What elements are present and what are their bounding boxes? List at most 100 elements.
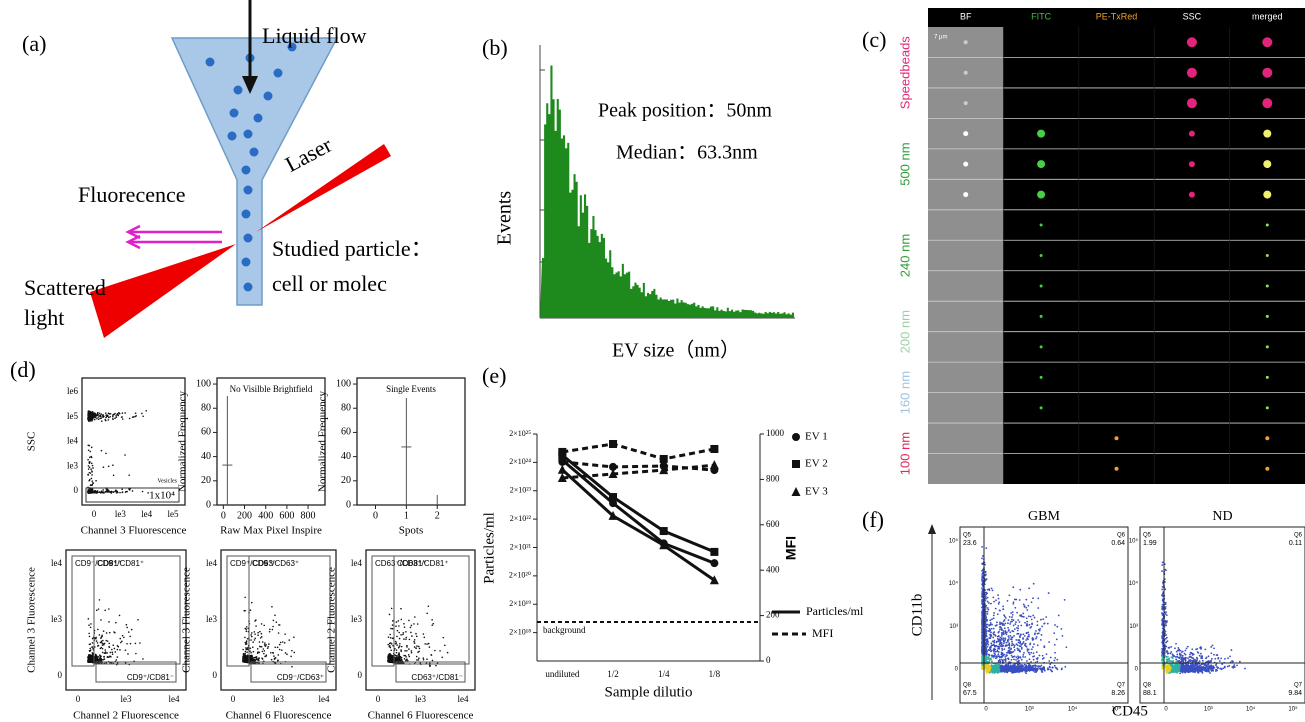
density-dot-shape <box>989 629 991 631</box>
density-dot-shape <box>1028 615 1030 617</box>
scatter-dot-shape <box>96 610 98 612</box>
density-dot-shape <box>1008 635 1010 637</box>
density-dot-shape <box>1065 646 1067 648</box>
density-dot-shape <box>990 650 992 652</box>
density-dot-shape <box>993 634 995 636</box>
density-dot-shape <box>1027 636 1029 638</box>
density-dot-shape <box>1012 586 1014 588</box>
scatter-dot-shape <box>265 655 267 657</box>
density-dot-shape <box>1036 636 1038 638</box>
scatter-dot-shape <box>390 649 392 651</box>
scatter-dot-shape <box>90 656 92 658</box>
y-tick-label: 100 <box>336 378 351 389</box>
particles-line <box>562 455 714 552</box>
y2-tick-label: 1000 <box>766 428 785 438</box>
scatter-dot-shape <box>135 653 137 655</box>
density-dot-shape <box>987 639 989 641</box>
density-dot-shape <box>1015 656 1017 658</box>
scatter-dot-shape <box>89 643 91 645</box>
axis-arrow <box>928 524 936 534</box>
scatter-dot-shape <box>250 609 252 611</box>
scatter-dot-shape <box>245 659 247 661</box>
scatter-dot-shape <box>101 641 103 643</box>
plot-frame <box>217 378 325 505</box>
density-dot-shape <box>987 646 989 648</box>
plot-frame <box>221 550 336 690</box>
y-tick-label: le3 <box>67 460 78 470</box>
scatter-dot-shape <box>403 655 405 657</box>
density-dot-shape <box>1031 601 1033 603</box>
y-tick-label: le3 <box>351 614 362 624</box>
density-dot-shape <box>982 621 984 623</box>
scatter-dot-shape <box>413 641 415 643</box>
scatter-dot-shape <box>414 642 416 644</box>
density-dot-shape <box>1017 619 1019 621</box>
scatter-dot-shape <box>281 649 283 651</box>
x-tick-label: le4 <box>141 509 152 519</box>
scatter-dot-shape <box>244 597 246 599</box>
scatter-dot-shape <box>91 471 93 473</box>
density-dot-shape <box>1013 658 1015 660</box>
scatter-dot-shape <box>395 641 397 643</box>
y-tick-label: 2×10¹⁸ <box>509 627 531 636</box>
density-dot-shape <box>986 624 988 626</box>
density-dot-shape <box>1004 622 1006 624</box>
scatter-dot-shape <box>244 610 246 612</box>
scatter-dot-shape <box>99 413 101 415</box>
density-dot-shape <box>1019 641 1021 643</box>
scatter-dot-shape <box>293 636 295 638</box>
density-dot-shape <box>998 598 1000 600</box>
density-dot-shape <box>999 609 1001 611</box>
scatter-dot-shape <box>115 489 117 491</box>
scatter-dot-shape <box>274 614 276 616</box>
density-dot-shape <box>987 611 989 613</box>
scatter-dot-shape <box>246 651 248 653</box>
scatter-dot-shape <box>91 457 93 459</box>
x-tick-label: 2 <box>435 510 440 521</box>
scatter-dot-shape <box>96 655 98 657</box>
scatter-dot-shape <box>100 656 102 658</box>
density-dot-shape <box>1050 657 1052 659</box>
density-dot-shape <box>993 601 995 603</box>
scatter-dot-shape <box>426 613 428 615</box>
scatter-dot-shape <box>90 417 92 419</box>
point <box>710 460 719 469</box>
scatter-dot-shape <box>109 413 111 415</box>
scatter-dot-shape <box>141 413 143 415</box>
density-dot-shape <box>984 575 986 577</box>
density-dot-shape <box>999 626 1001 628</box>
scatter-dot-shape <box>92 465 94 467</box>
density-dot-shape <box>1025 639 1027 641</box>
spot <box>1263 160 1271 168</box>
scatter-dot-shape <box>109 656 111 658</box>
density-dot-shape <box>1014 623 1016 625</box>
density-dot-shape <box>1024 664 1026 666</box>
scatter-dot-shape <box>244 653 246 655</box>
scatter-dot-shape <box>246 643 248 645</box>
density-dot-shape <box>1027 605 1029 607</box>
scatter-dot-shape <box>388 661 390 663</box>
density-dot-shape <box>1034 671 1036 673</box>
density-dot-shape <box>1020 634 1022 636</box>
scatter-dot-shape <box>424 643 426 645</box>
scatter-dot-shape <box>101 420 103 422</box>
density-dot-shape <box>1013 625 1015 627</box>
density-dot-shape <box>1024 669 1026 671</box>
row-label: 240 nm <box>897 234 912 277</box>
density-dot-shape <box>1012 611 1014 613</box>
density-dot-shape <box>1016 648 1018 650</box>
spot <box>1266 254 1269 257</box>
spot <box>1263 191 1271 199</box>
x-axis-label: EV size（nm） <box>612 339 740 362</box>
scatter-dot-shape <box>106 632 108 634</box>
y-tick-label: 40 <box>201 451 211 462</box>
scatter-dot-shape <box>398 632 400 634</box>
density-dot-shape <box>981 600 983 602</box>
y-tick-label: le4 <box>206 558 217 568</box>
x-tick-label: 0 <box>376 694 381 704</box>
scatter-dot-shape <box>390 654 392 656</box>
density-dot-shape <box>1003 648 1005 650</box>
density-dot-shape <box>1018 642 1020 644</box>
x-tick-label: le3 <box>121 694 132 704</box>
density-dot-shape <box>1039 655 1041 657</box>
